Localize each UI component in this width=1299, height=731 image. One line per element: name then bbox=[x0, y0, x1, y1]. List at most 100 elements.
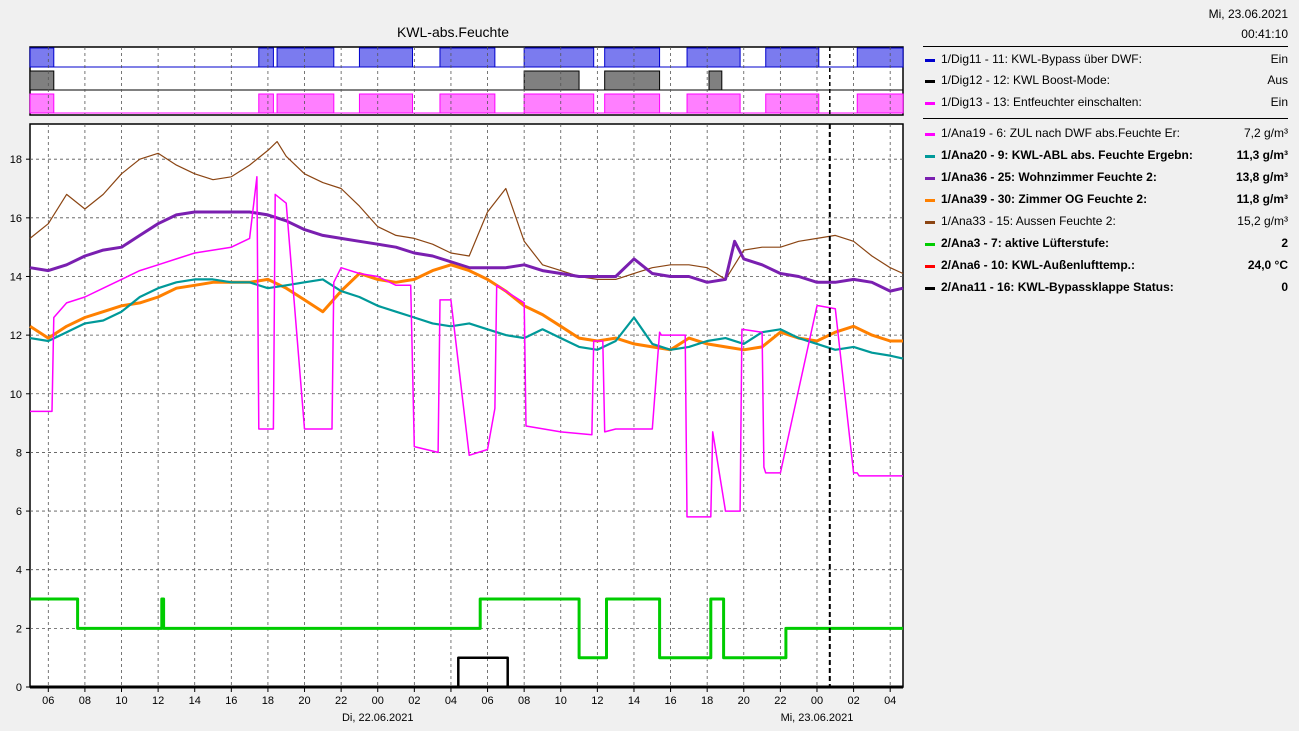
y-tick-label: 18 bbox=[10, 154, 22, 166]
digital-on-block bbox=[358, 47, 414, 68]
legend-label: 2/Ana11 - 16: KWL-Bypassklappe Status: bbox=[941, 280, 1174, 294]
legend-label: 1/Ana19 - 6: ZUL nach DWF abs.Feuchte Er… bbox=[941, 126, 1180, 140]
header-time: 00:41:10 bbox=[1241, 27, 1288, 41]
digital-on-block bbox=[29, 47, 55, 68]
x-tick-label: 04 bbox=[445, 695, 457, 707]
x-tick-label: 20 bbox=[738, 695, 750, 707]
legend-value: 0 bbox=[1281, 280, 1288, 294]
digital-on-block bbox=[29, 93, 55, 114]
y-tick-label: 12 bbox=[10, 330, 22, 342]
legend-item: 2/Ana3 - 7: aktive Lüfterstufe: 2 bbox=[923, 236, 1288, 254]
series-line-2 bbox=[29, 210, 904, 293]
legend-item: 1/Ana19 - 6: ZUL nach DWF abs.Feuchte Er… bbox=[923, 126, 1288, 144]
legend-item: 1/Ana39 - 30: Zimmer OG Feuchte 2: 11,8 g… bbox=[923, 192, 1288, 210]
y-tick-label: 0 bbox=[16, 682, 22, 694]
x-tick-label: 02 bbox=[847, 695, 859, 707]
x-tick-label: 00 bbox=[811, 695, 823, 707]
digital-on-block bbox=[29, 70, 55, 91]
legend-swatch bbox=[925, 59, 935, 62]
legend-swatch bbox=[925, 265, 935, 268]
legend-value: 7,2 g/m³ bbox=[1243, 126, 1288, 140]
legend-value: Ein bbox=[1270, 52, 1288, 66]
x-tick-label: 16 bbox=[225, 695, 237, 707]
legend-swatch bbox=[925, 80, 935, 83]
legend-swatch bbox=[925, 287, 935, 290]
legend-value: 13,8 g/m³ bbox=[1235, 170, 1288, 184]
legend-item: 1/Dig12 - 12: KWL Boost-Mode: Aus bbox=[923, 73, 1288, 91]
digital-on-block bbox=[856, 47, 904, 68]
digital-on-block bbox=[686, 93, 741, 114]
digital-on-block bbox=[439, 93, 496, 114]
series-line-1 bbox=[29, 141, 904, 280]
digital-on-block bbox=[276, 47, 335, 68]
legend-value: Ein bbox=[1270, 95, 1288, 109]
x-tick-label: 16 bbox=[664, 695, 676, 707]
digital-on-block bbox=[276, 93, 335, 114]
legend-swatch bbox=[925, 102, 935, 105]
digital-row-2 bbox=[29, 70, 903, 91]
series-line-6 bbox=[30, 597, 903, 660]
digital-on-block bbox=[604, 70, 661, 91]
y-tick-label: 4 bbox=[16, 565, 22, 577]
y-tick-label: 14 bbox=[10, 271, 22, 283]
x-tick-label: 06 bbox=[481, 695, 493, 707]
legend-swatch bbox=[925, 199, 935, 202]
legend-value: 11,3 g/m³ bbox=[1236, 148, 1288, 162]
x-tick-label: 10 bbox=[115, 695, 127, 707]
x-tick-label: 08 bbox=[518, 695, 530, 707]
legend-value: 24,0 °C bbox=[1247, 258, 1288, 272]
chart-title: KWL-abs.Feuchte bbox=[397, 24, 509, 40]
legend-value: 11,8 g/m³ bbox=[1236, 192, 1288, 206]
legend-label: 1/Dig12 - 12: KWL Boost-Mode: bbox=[941, 73, 1110, 87]
legend-swatch bbox=[925, 155, 935, 158]
digital-on-block bbox=[765, 47, 820, 68]
x-tick-label: 08 bbox=[79, 695, 91, 707]
digital-channels bbox=[29, 46, 904, 116]
legend-item: 1/Ana36 - 25: Wohnzimmer Feuchte 2: 13,8 … bbox=[923, 170, 1288, 188]
x-date-label: Di, 22.06.2021 bbox=[342, 712, 414, 724]
y-tick-label: 8 bbox=[16, 447, 22, 459]
legend-label: 2/Ana6 - 10: KWL-Außenlufttemp.: bbox=[941, 258, 1135, 272]
digital-on-block bbox=[708, 70, 723, 91]
legend-separator bbox=[923, 118, 1288, 119]
legend-label: 1/Dig11 - 11: KWL-Bypass über DWF: bbox=[941, 52, 1142, 66]
legend-label: 1/Ana20 - 9: KWL-ABL abs. Feuchte Ergebn… bbox=[941, 148, 1193, 162]
digital-on-block bbox=[523, 70, 580, 91]
legend-item: 1/Dig13 - 13: Entfeuchter einschalten: Ei… bbox=[923, 95, 1288, 113]
x-tick-label: 18 bbox=[262, 695, 274, 707]
legend-label: 1/Dig13 - 13: Entfeuchter einschalten: bbox=[941, 95, 1142, 109]
digital-on-block bbox=[856, 93, 904, 114]
legend-item: 2/Ana6 - 10: KWL-Außenlufttemp.: 24,0 °C bbox=[923, 258, 1288, 276]
legend-item: 1/Dig11 - 11: KWL-Bypass über DWF: Ein bbox=[923, 52, 1288, 70]
legend-value: 15,2 g/m³ bbox=[1237, 214, 1288, 228]
legend-item: 1/Ana33 - 15: Aussen Feuchte 2: 15,2 g/m³ bbox=[923, 214, 1288, 232]
x-tick-label: 22 bbox=[774, 695, 786, 707]
digital-on-block bbox=[604, 47, 661, 68]
legend-separator bbox=[923, 46, 1288, 47]
x-tick-label: 14 bbox=[628, 695, 640, 707]
series-line-5 bbox=[30, 176, 903, 518]
legend-item: 1/Ana20 - 9: KWL-ABL abs. Feuchte Ergebn… bbox=[923, 148, 1288, 166]
x-tick-label: 06 bbox=[42, 695, 54, 707]
legend-swatch bbox=[925, 221, 935, 224]
x-tick-label: 20 bbox=[298, 695, 310, 707]
digital-on-block bbox=[686, 47, 741, 68]
x-tick-label: 12 bbox=[591, 695, 603, 707]
legend-label: 1/Ana33 - 15: Aussen Feuchte 2: bbox=[941, 214, 1116, 228]
digital-on-block bbox=[523, 93, 595, 114]
digital-on-block bbox=[258, 93, 274, 114]
x-tick-label: 10 bbox=[555, 695, 567, 707]
x-tick-label: 14 bbox=[189, 695, 201, 707]
legend-label: 1/Ana39 - 30: Zimmer OG Feuchte 2: bbox=[941, 192, 1148, 206]
legend-swatch bbox=[925, 177, 935, 180]
y-tick-label: 16 bbox=[10, 213, 22, 225]
x-tick-label: 04 bbox=[884, 695, 896, 707]
y-tick-label: 10 bbox=[10, 389, 22, 401]
legend-value: 2 bbox=[1281, 236, 1288, 250]
legend-item: 2/Ana11 - 16: KWL-Bypassklappe Status: 0 bbox=[923, 280, 1288, 298]
digital-on-block bbox=[258, 47, 274, 68]
x-tick-label: 12 bbox=[152, 695, 164, 707]
digital-on-block bbox=[604, 93, 661, 114]
